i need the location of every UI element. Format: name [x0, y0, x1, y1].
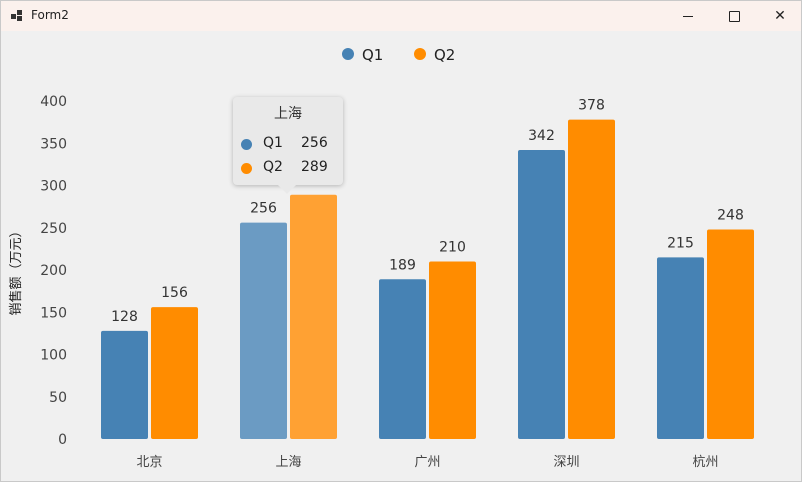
tooltip-title: 上海 — [274, 106, 302, 122]
y-tick-label: 100 — [40, 348, 67, 364]
tooltip-series-name: Q2 — [263, 159, 283, 175]
tooltip-dot-q1 — [241, 139, 252, 150]
bar-q2 — [429, 261, 476, 439]
bar-q1 — [379, 279, 426, 439]
y-tick-label: 200 — [40, 263, 67, 279]
x-tick-label: 广州 — [414, 455, 440, 470]
y-tick-label: 350 — [40, 136, 67, 152]
bar-value-label: 215 — [667, 235, 694, 251]
legend-marker-q2 — [414, 48, 426, 60]
maximize-button[interactable] — [711, 1, 757, 31]
x-tick-label: 北京 — [136, 455, 162, 470]
bar-value-label: 210 — [439, 240, 466, 256]
bar-value-label: 189 — [389, 257, 416, 273]
x-tick-label: 深圳 — [553, 455, 579, 470]
close-icon: ✕ — [774, 8, 786, 24]
close-button[interactable]: ✕ — [757, 1, 802, 31]
y-tick-label: 150 — [40, 305, 67, 321]
bar-q1 — [657, 257, 704, 439]
bar-value-label: 248 — [717, 207, 744, 223]
y-tick-label: 250 — [40, 221, 67, 237]
chart-tooltip: 上海 Q1 256 Q2 289 — [233, 97, 343, 194]
bar-value-label: 342 — [528, 128, 555, 144]
minimize-icon — [683, 15, 693, 17]
bar-q2 — [707, 229, 754, 439]
tooltip-series-value: 289 — [301, 159, 328, 175]
tooltip-dot-q2 — [241, 163, 252, 174]
bar-q1 — [518, 150, 565, 439]
tooltip-series-value: 256 — [301, 135, 328, 151]
bar-q2 — [568, 119, 615, 439]
y-tick-label: 0 — [58, 432, 67, 448]
maximize-icon — [728, 10, 740, 22]
bar-q1 — [101, 330, 148, 439]
bar-chart: 0 50 100 150 200 250 300 350 400 销售额（万元） Q1 Q2 128 15… — [8, 46, 754, 470]
y-tick-label: 300 — [40, 179, 67, 195]
legend-label-q1: Q1 — [362, 46, 383, 64]
minimize-button[interactable] — [665, 1, 711, 31]
app-icon — [11, 10, 23, 22]
bar-q1 — [240, 222, 287, 439]
bar-q2 — [290, 194, 337, 439]
y-axis-label: 销售额（万元） — [8, 224, 24, 315]
bar-value-label: 156 — [161, 285, 188, 301]
tooltip-series-name: Q1 — [263, 135, 283, 151]
y-tick-label: 50 — [49, 390, 67, 406]
y-tick-label: 400 — [40, 94, 67, 110]
legend-marker-q1 — [342, 48, 354, 60]
bar-q2 — [151, 307, 198, 439]
title-bar[interactable]: Form2 ✕ — [1, 1, 801, 31]
bar-value-label: 128 — [111, 309, 138, 325]
legend-label-q2: Q2 — [434, 46, 455, 64]
x-tick-label: 上海 — [275, 455, 301, 470]
bar-value-label: 256 — [250, 201, 277, 217]
window-title: Form2 — [31, 8, 69, 22]
x-tick-label: 杭州 — [692, 455, 718, 470]
bar-value-label: 378 — [578, 98, 605, 114]
